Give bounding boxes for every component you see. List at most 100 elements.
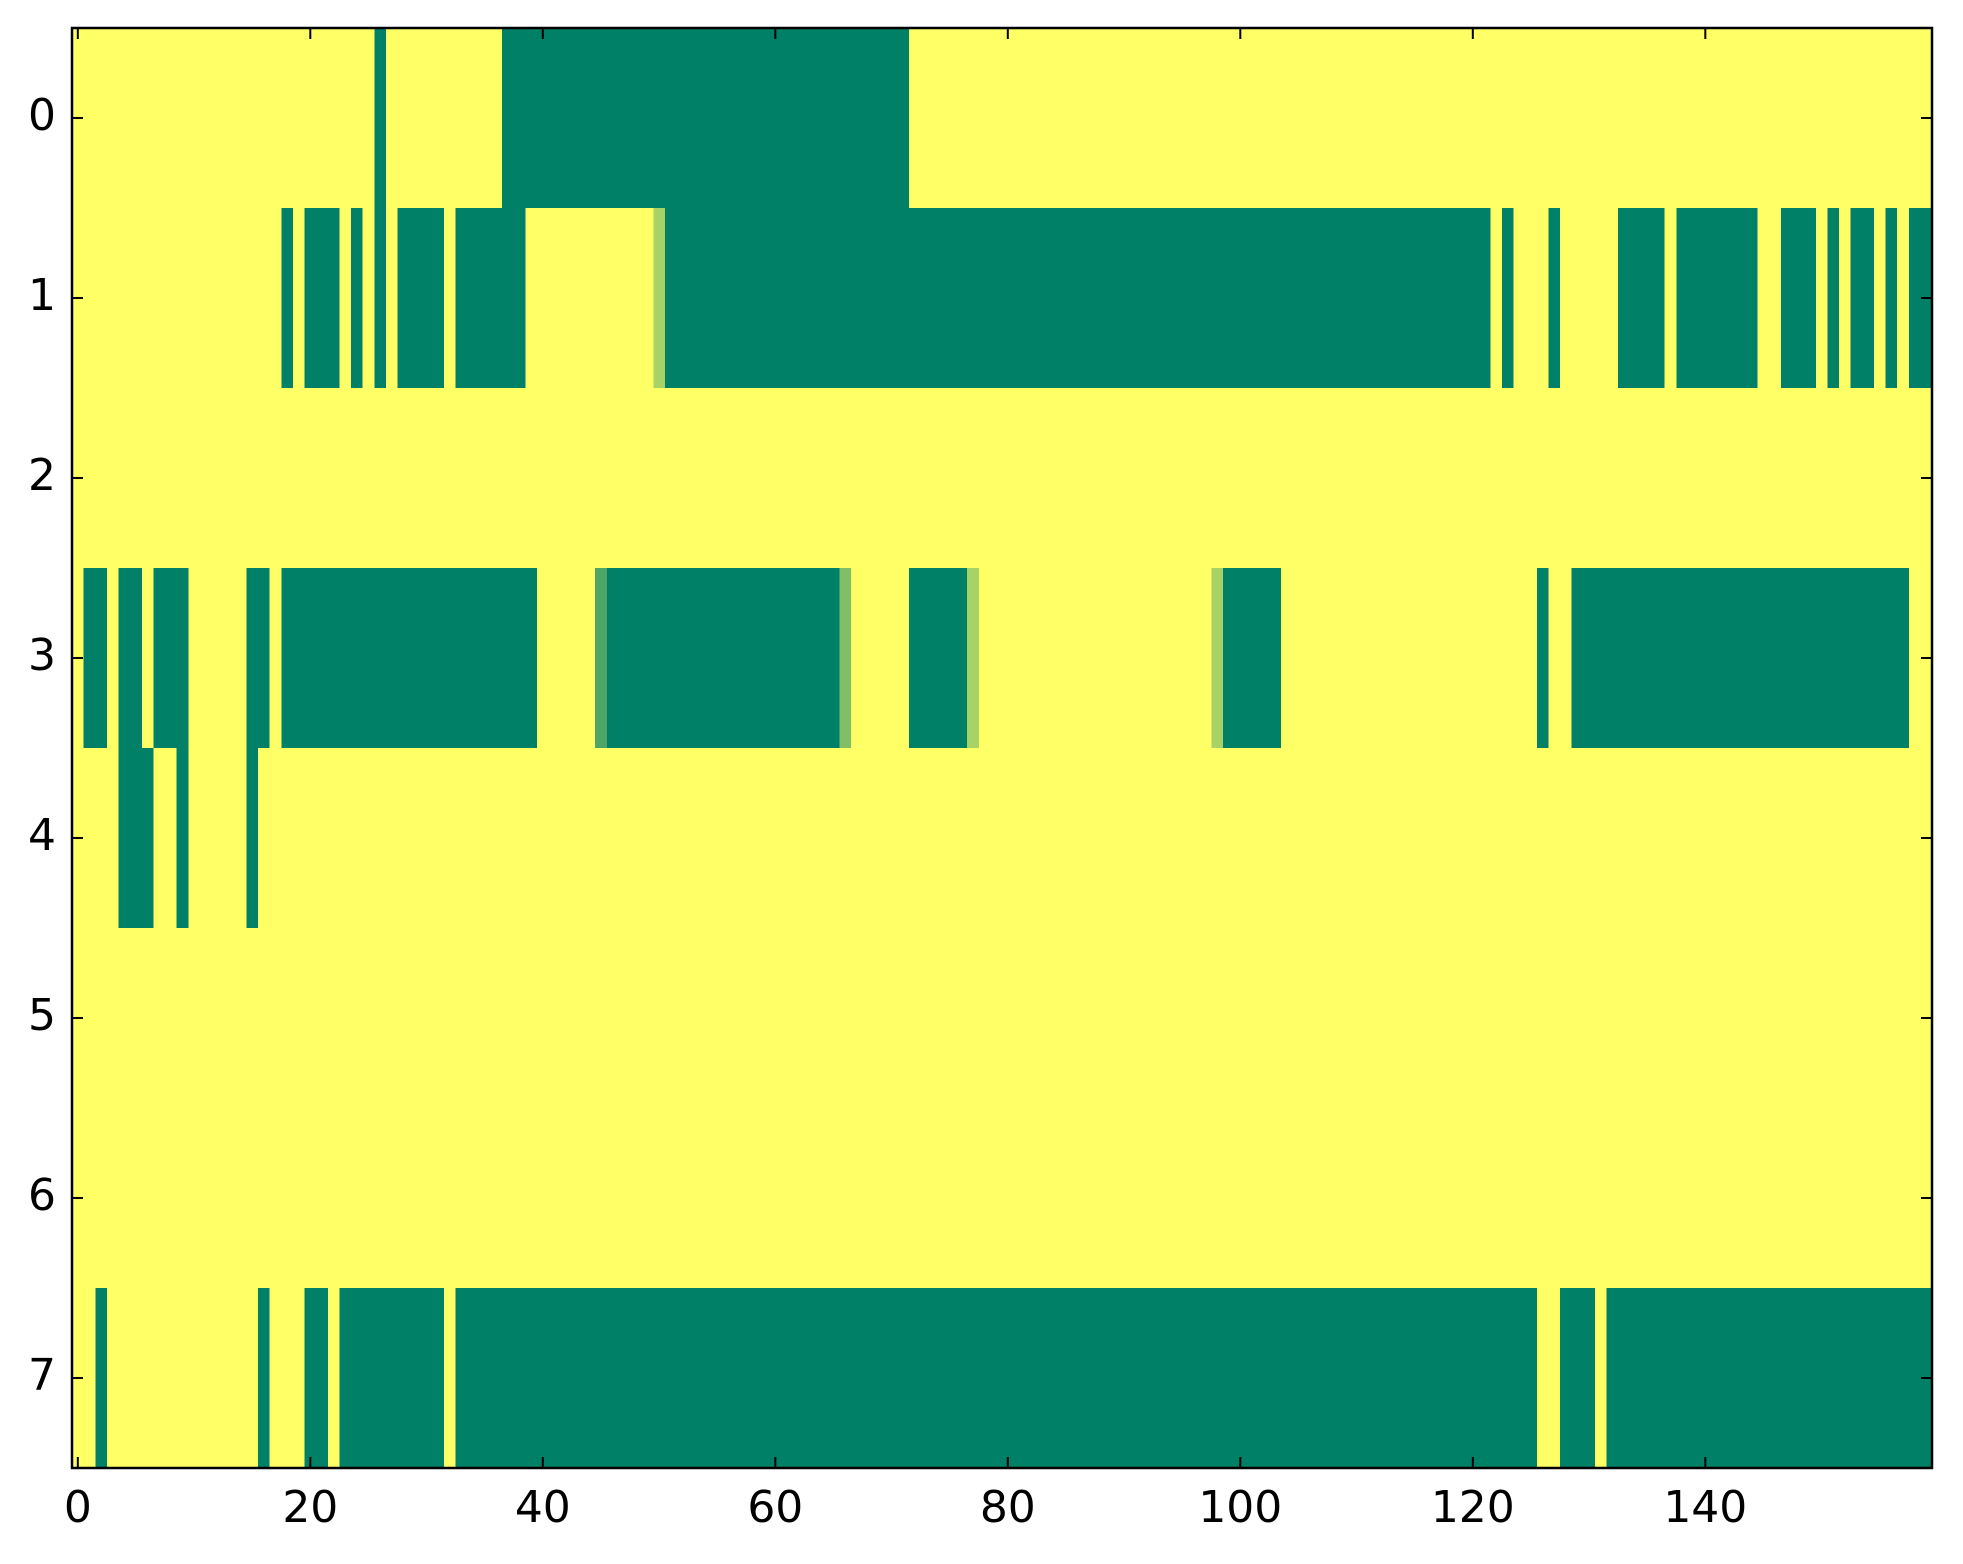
heatmap-cell: [1176, 388, 1189, 569]
heatmap-cell: [1199, 1288, 1212, 1469]
heatmap-cell: [1164, 388, 1177, 569]
heatmap-cell: [316, 1288, 329, 1469]
heatmap-cell: [1815, 748, 1828, 929]
heatmap-cell: [1455, 1288, 1468, 1469]
heatmap-cell: [1746, 1288, 1759, 1469]
heatmap-cell: [1432, 748, 1445, 929]
heatmap-cell: [467, 208, 480, 389]
heatmap-cell: [1815, 568, 1828, 749]
heatmap-cell: [339, 928, 352, 1109]
heatmap-cell: [432, 748, 445, 929]
heatmap-cell: [1199, 928, 1212, 1109]
heatmap-cell: [769, 208, 782, 389]
heatmap-cell: [1757, 388, 1770, 569]
heatmap-cell: [1164, 568, 1177, 749]
heatmap-cell: [769, 388, 782, 569]
heatmap-cell: [1908, 748, 1921, 929]
heatmap-cell: [1246, 208, 1259, 389]
heatmap-cell: [711, 208, 724, 389]
heatmap-cell: [1315, 928, 1329, 1109]
heatmap-cell: [292, 1288, 306, 1469]
heatmap-cell: [1350, 208, 1363, 389]
heatmap-cell: [362, 748, 375, 929]
heatmap-cell: [1792, 1108, 1805, 1289]
heatmap-cell: [1885, 1108, 1898, 1289]
heatmap-cell: [618, 208, 631, 389]
heatmap-cell: [1095, 928, 1108, 1109]
heatmap-cell: [153, 1288, 166, 1469]
heatmap-cell: [165, 388, 178, 569]
heatmap-cell: [153, 388, 166, 569]
heatmap-cell: [292, 1108, 306, 1289]
heatmap-cell: [653, 568, 666, 749]
heatmap-cell: [909, 568, 922, 749]
heatmap-cell: [1002, 208, 1015, 389]
heatmap-cell: [1513, 28, 1526, 209]
heatmap-cell: [83, 748, 96, 929]
heatmap-cell: [769, 1288, 782, 1469]
heatmap-cell: [1443, 568, 1456, 749]
heatmap-cell: [1350, 928, 1363, 1109]
heatmap-cell: [967, 28, 980, 209]
heatmap-cell: [1769, 568, 1782, 749]
heatmap-cell: [1804, 568, 1817, 749]
heatmap-cell: [874, 748, 887, 929]
heatmap-cell: [1199, 568, 1212, 749]
heatmap-cell: [781, 388, 794, 569]
heatmap-cell: [455, 928, 468, 1109]
heatmap-cell: [176, 568, 189, 749]
heatmap-cell: [1873, 568, 1887, 749]
heatmap-cell: [269, 1288, 282, 1469]
heatmap-cell: [362, 928, 375, 1109]
heatmap-cell: [1129, 208, 1143, 389]
heatmap-cell: [1281, 208, 1294, 389]
heatmap-cell: [1873, 208, 1887, 389]
heatmap-cell: [711, 928, 724, 1109]
heatmap-cell: [1048, 748, 1061, 929]
heatmap-cell: [816, 28, 829, 209]
heatmap-cell: [211, 1288, 224, 1469]
heatmap-cell: [1490, 28, 1503, 209]
heatmap-cell: [1711, 28, 1724, 209]
heatmap-cell: [920, 748, 933, 929]
heatmap-cell: [1095, 1108, 1108, 1289]
heatmap-cell: [1653, 928, 1666, 1109]
heatmap-cell: [130, 388, 143, 569]
heatmap-cell: [1792, 1288, 1805, 1469]
heatmap-cell: [1292, 748, 1305, 929]
heatmap-cells: [72, 28, 1933, 1469]
heatmap-cell: [990, 1108, 1003, 1289]
heatmap-cell: [304, 568, 317, 749]
heatmap-cell: [1455, 208, 1468, 389]
heatmap-cell: [397, 28, 410, 209]
heatmap-cell: [327, 388, 340, 569]
heatmap-cell: [990, 28, 1003, 209]
heatmap-cell: [385, 928, 399, 1109]
heatmap-cell: [653, 1108, 666, 1289]
heatmap-cell: [653, 28, 666, 209]
heatmap-cell: [897, 568, 910, 749]
heatmap-cell: [1432, 208, 1445, 389]
heatmap-cell: [1106, 1108, 1119, 1289]
heatmap-cell: [1594, 1108, 1608, 1289]
heatmap-cell: [1548, 1108, 1561, 1289]
heatmap-cell: [351, 28, 364, 209]
heatmap-cell: [1443, 748, 1456, 929]
heatmap-cell: [1164, 208, 1177, 389]
heatmap-cell: [1501, 928, 1515, 1109]
heatmap-cell: [106, 928, 120, 1109]
heatmap-cell: [269, 28, 282, 209]
heatmap-cell: [1385, 28, 1398, 209]
heatmap-cell: [246, 208, 259, 389]
heatmap-cell: [95, 28, 108, 209]
heatmap-cell: [1188, 28, 1201, 209]
heatmap-cell: [502, 208, 515, 389]
heatmap-cell: [1571, 1108, 1584, 1289]
heatmap-cell: [223, 1108, 236, 1289]
heatmap-cell: [502, 748, 515, 929]
heatmap-cell: [1408, 388, 1422, 569]
heatmap-cell: [316, 208, 329, 389]
heatmap-cell: [1757, 1108, 1770, 1289]
heatmap-cell: [1699, 28, 1712, 209]
heatmap-cell: [1885, 568, 1898, 749]
